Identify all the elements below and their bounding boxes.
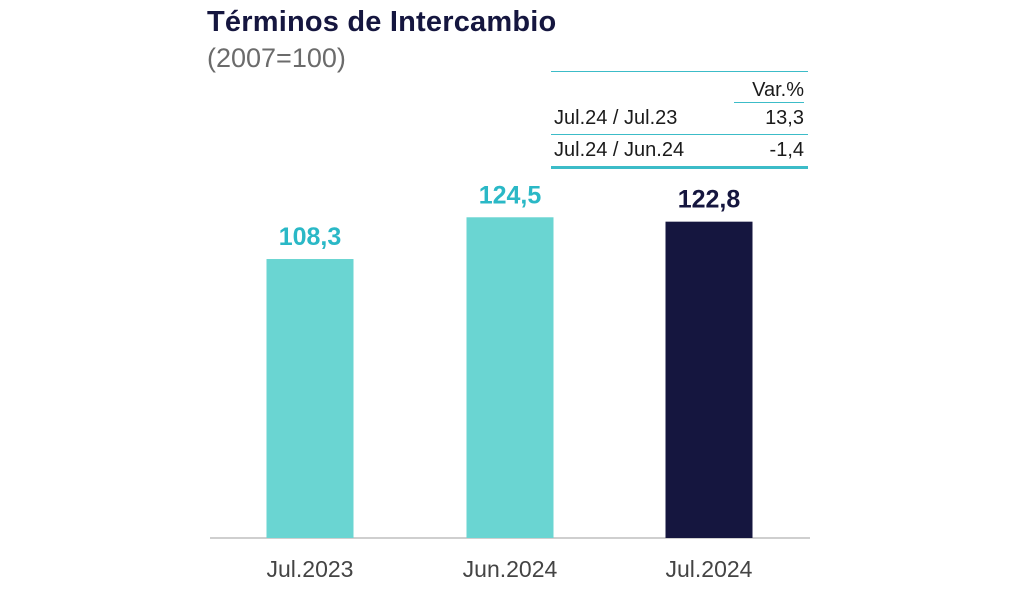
bar — [665, 221, 753, 538]
variation-row: Jul.24 / Jul.23 13,3 — [551, 103, 808, 135]
chart-subtitle: (2007=100) — [207, 43, 346, 73]
variation-row-value: -1,4 — [769, 139, 804, 161]
data-label: 108,3 — [279, 223, 342, 251]
variation-table: Var.% Jul.24 / Jul.23 13,3 Jul.24 / Jun.… — [551, 71, 808, 169]
data-label: 124,5 — [479, 181, 542, 209]
data-label: 122,8 — [678, 186, 741, 214]
variation-row-value: 13,3 — [765, 107, 804, 129]
variation-row: Jul.24 / Jun.24 -1,4 — [551, 135, 808, 166]
variation-row-label: Jul.24 / Jun.24 — [554, 139, 685, 161]
bar — [466, 217, 554, 538]
x-tick-label: Jun.2024 — [463, 556, 558, 582]
x-tick-label: Jul.2024 — [666, 556, 753, 582]
variation-header-label: Var.% — [734, 79, 804, 103]
variation-row-label: Jul.24 / Jul.23 — [554, 107, 678, 129]
x-tick-label: Jul.2023 — [267, 556, 354, 582]
chart-title: Términos de Intercambio — [207, 6, 557, 38]
bar — [266, 259, 354, 538]
variation-table-header: Var.% — [551, 72, 808, 103]
